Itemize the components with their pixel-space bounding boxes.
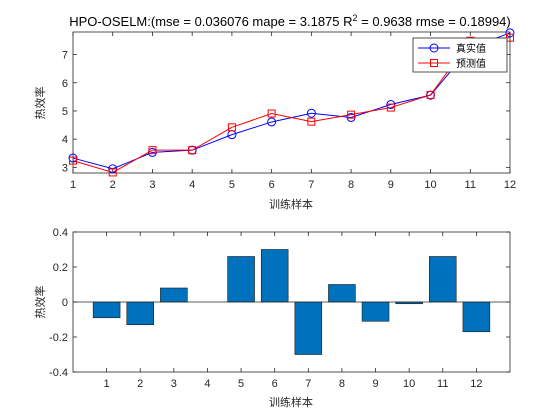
- legend-label-predicted: 预测值: [456, 57, 486, 70]
- x-tick-label-top: 2: [110, 179, 116, 191]
- bottom-axis-ticks: 1 2 3 4 5 6 7 8 9 10 11 12-0.4-0.200.20.4: [49, 227, 510, 390]
- x-tick-label-top: 9: [388, 179, 394, 191]
- x-tick-label-top: 7: [308, 179, 314, 191]
- x-tick-label-bottom: 10: [403, 378, 415, 390]
- data-point-predicted: [227, 123, 236, 132]
- y-axis-label-bottom: 热效率: [33, 286, 47, 319]
- y-tick-label-bottom: 0: [62, 297, 68, 309]
- y-tick-label-top: 7: [62, 50, 68, 62]
- series-line-predicted: [72, 37, 511, 173]
- bottom-bars: [92, 249, 491, 355]
- x-tick-label-bottom: 3: [171, 378, 177, 390]
- x-tick-label-bottom: 4: [204, 378, 210, 390]
- x-tick-label-bottom: 1: [104, 378, 110, 390]
- data-point-predicted: [108, 168, 117, 177]
- line-chart: HPO-OSELM:(mse = 0.036076 mape = 3.1875 …: [33, 13, 516, 211]
- x-tick-label-bottom: 9: [372, 378, 378, 390]
- x-tick-label-top: 1: [70, 179, 76, 191]
- x-tick-label-bottom: 8: [339, 378, 345, 390]
- y-tick-label-bottom: 0.2: [53, 262, 68, 274]
- x-tick-label-bottom: 11: [437, 378, 448, 390]
- x-axis-label-top: 训练样本: [269, 197, 313, 211]
- legend: 真实值 预测值: [412, 37, 508, 73]
- x-tick-label-bottom: 2: [137, 378, 143, 390]
- x-tick-label-bottom: 6: [272, 378, 278, 390]
- bar-sample-3: [160, 287, 188, 303]
- x-tick-label-top: 4: [189, 179, 195, 191]
- x-tick-label-top: 5: [229, 179, 235, 191]
- bar-sample-11: [429, 256, 457, 303]
- top-series-lines: [72, 32, 511, 173]
- data-point-predicted: [307, 117, 316, 126]
- y-tick-label-bottom: -0.2: [49, 332, 68, 344]
- top-series-markers: [68, 28, 515, 177]
- bar-sample-12: [462, 301, 491, 333]
- y-axis-label-top: 热效率: [33, 87, 47, 120]
- legend-label-actual: 真实值: [456, 42, 486, 55]
- y-tick-label-bottom: -0.4: [49, 367, 68, 379]
- bar-sample-9: [361, 301, 390, 322]
- y-tick-label-top: 4: [62, 134, 68, 146]
- y-tick-label-bottom: 0.4: [53, 227, 68, 239]
- x-tick-label-bottom: 7: [305, 378, 311, 390]
- data-point-actual: [505, 28, 515, 38]
- x-tick-label-top: 12: [504, 179, 516, 191]
- data-point-predicted: [148, 146, 157, 155]
- y-tick-label-top: 3: [62, 162, 68, 174]
- bar-sample-6: [260, 249, 289, 303]
- bar-sample-1: [92, 301, 121, 319]
- legend-marker-actual: [429, 43, 439, 53]
- data-point-predicted: [188, 146, 197, 155]
- bar-sample-5: [227, 256, 255, 303]
- y-tick-label-top: 5: [62, 106, 68, 118]
- data-point-predicted: [267, 109, 276, 118]
- x-tick-label-top: 10: [424, 179, 436, 191]
- y-tick-label-top: 6: [62, 78, 68, 90]
- chart-title: HPO-OSELM:(mse = 0.036076 mape = 3.1875 …: [69, 13, 511, 29]
- data-point-predicted: [426, 90, 435, 99]
- x-tick-label-top: 3: [149, 179, 155, 191]
- x-tick-label-top: 8: [348, 179, 354, 191]
- legend-box: [412, 37, 508, 73]
- bar-sample-8: [328, 284, 356, 303]
- bar-sample-7: [294, 301, 323, 355]
- x-tick-label-top: 11: [465, 179, 476, 191]
- x-axis-label-bottom: 训练样本: [269, 395, 313, 409]
- x-tick-label-bottom: 12: [470, 378, 482, 390]
- data-point-actual: [306, 108, 316, 118]
- data-point-predicted: [69, 156, 77, 165]
- x-tick-label-top: 6: [269, 179, 275, 191]
- data-point-predicted: [347, 110, 356, 119]
- data-point-actual: [267, 117, 277, 127]
- x-tick-label-bottom: 5: [238, 378, 244, 390]
- legend-marker-predicted: [430, 59, 438, 67]
- bar-chart: 1 2 3 4 5 6 7 8 9 10 11 12-0.4-0.200.20.4 训练样本 热效率: [33, 227, 511, 409]
- bar-sample-2: [126, 301, 154, 326]
- data-point-predicted: [386, 103, 395, 112]
